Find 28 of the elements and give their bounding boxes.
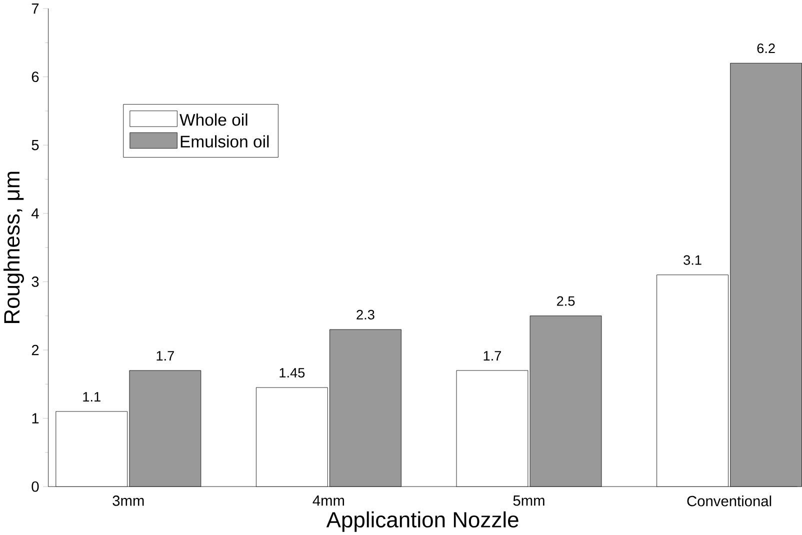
y-tick-label: 3 — [32, 276, 39, 287]
bar — [330, 329, 402, 486]
legend-label: Emulsion oil — [180, 135, 269, 148]
data-label: 2.5 — [557, 296, 575, 306]
data-label: 6.2 — [757, 43, 775, 53]
bar — [730, 62, 802, 487]
y-tick-label: 5 — [32, 140, 39, 150]
x-tick-label: 5mm — [513, 495, 544, 506]
data-label: 2.3 — [356, 310, 374, 320]
x-tick-label: 4mm — [312, 495, 344, 506]
y-tick-label: 0 — [32, 481, 39, 492]
y-tick-label: 7 — [32, 3, 39, 14]
data-label: 1.7 — [156, 350, 174, 360]
data-label: 3.1 — [684, 255, 702, 265]
data-label: 1.1 — [83, 392, 100, 402]
y-tick-label: 6 — [32, 71, 39, 82]
bar — [129, 370, 201, 486]
bar — [530, 316, 602, 486]
data-label: 1.45 — [280, 368, 305, 378]
x-tick-label: 3mm — [112, 495, 144, 506]
data-label: 1.7 — [484, 350, 501, 360]
legend-label: Whole oil — [180, 113, 248, 126]
y-tick-label: 4 — [31, 208, 39, 218]
y-tick-label: 2 — [32, 344, 39, 355]
x-axis-title: Applicantion Nozzle — [326, 511, 518, 532]
x-tick-label: Conventional — [687, 495, 772, 506]
y-axis-title: Roughness, μm — [3, 172, 24, 323]
y-tick-label: 1 — [32, 413, 39, 424]
